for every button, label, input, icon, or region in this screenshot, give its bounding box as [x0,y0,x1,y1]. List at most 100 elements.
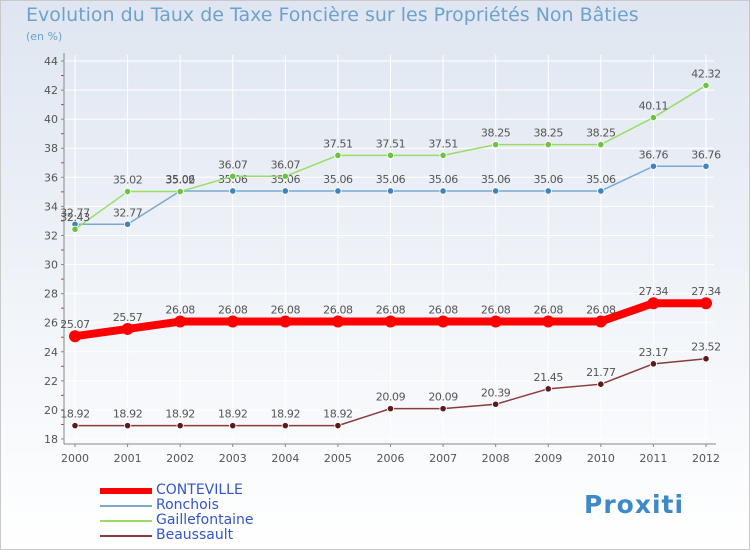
data-label-gaillefontaine-2000: 32.43 [60,211,90,224]
y-tick-label-42: 42 [44,84,58,97]
data-label-ronchois-2002: 35.06 [165,173,195,186]
data-point-gaillefontaine-2004 [281,172,289,180]
data-label-gaillefontaine-2009: 38.25 [534,127,564,140]
data-label-gaillefontaine-2011: 40.11 [639,100,669,113]
data-point-gaillefontaine-2011 [649,113,658,122]
data-point-ronchois-2003 [229,187,237,195]
data-label-beaussault-2000: 18.92 [60,408,90,421]
data-label-beaussault-2002: 18.92 [165,408,195,421]
data-label-conteville-2007: 26.08 [428,304,458,317]
data-point-gaillefontaine-2001 [123,187,132,196]
data-point-conteville-2006 [384,315,397,328]
data-label-conteville-2008: 26.08 [481,304,511,317]
data-point-gaillefontaine-2010 [597,140,605,149]
data-point-ronchois-2004 [281,187,289,195]
data-point-gaillefontaine-2005 [334,151,342,159]
data-point-ronchois-2009 [544,187,552,195]
legend-label-gaillefontaine: Gaillefontaine [156,512,254,528]
data-label-gaillefontaine-2010: 38.25 [586,127,616,140]
chart-subtitle: (en %) [26,30,63,43]
logo-text: Proxiti [584,490,685,519]
data-label-conteville-2001: 25.57 [113,311,143,324]
legend-swatch-beaussault [100,535,152,537]
legend-swatch-conteville [100,488,152,494]
data-label-conteville-2006: 26.08 [376,304,406,317]
y-tick-label-18: 18 [44,433,58,446]
y-tick-label-38: 38 [44,142,58,155]
data-point-beaussault-2011 [649,360,658,368]
data-point-ronchois-2005 [334,187,342,195]
proxiti-logo: Proxiti [584,490,684,519]
x-tick-label-2003: 2003 [219,452,247,465]
data-label-ronchois-2010: 35.06 [586,173,616,186]
y-tick-label-40: 40 [44,113,58,126]
x-tick-label-2002: 2002 [166,452,194,465]
data-point-beaussault-2009 [544,385,552,393]
x-tick-label-2001: 2001 [114,452,142,465]
x-tick-label-2006: 2006 [377,452,405,465]
data-label-beaussault-2010: 21.77 [586,366,616,379]
data-label-gaillefontaine-2004: 36.07 [271,158,301,171]
data-point-conteville-2012 [700,297,712,310]
data-label-conteville-2004: 26.08 [271,304,301,317]
data-label-beaussault-2001: 18.92 [113,408,143,421]
data-label-gaillefontaine-2008: 38.25 [481,127,511,140]
data-point-ronchois-2012 [702,162,710,170]
y-tick-label-22: 22 [44,375,58,388]
data-point-ronchois-2011 [649,162,658,170]
data-label-conteville-2009: 26.08 [534,304,564,317]
data-label-conteville-2000: 25.07 [60,318,90,331]
x-tick-label-2012: 2012 [692,452,720,465]
data-label-beaussault-2003: 18.92 [218,408,248,421]
data-label-gaillefontaine-2007: 37.51 [428,137,458,150]
data-label-gaillefontaine-2006: 37.51 [376,137,406,150]
data-label-beaussault-2004: 18.92 [271,408,301,421]
data-point-beaussault-2008 [492,400,500,408]
data-point-gaillefontaine-2006 [386,151,395,159]
data-point-gaillefontaine-2007 [439,151,447,159]
data-label-beaussault-2005: 18.92 [323,408,353,421]
legend-label-conteville: CONTEVILLE [156,482,243,498]
data-point-gaillefontaine-2008 [492,140,500,149]
data-label-ronchois-2005: 35.06 [323,173,353,186]
data-point-ronchois-2006 [386,187,395,195]
x-tick-label-2010: 2010 [587,452,615,465]
y-tick-label-28: 28 [44,288,58,301]
data-point-ronchois-2008 [492,187,500,195]
data-point-conteville-2008 [489,315,502,328]
data-point-beaussault-2007 [439,405,447,413]
data-point-conteville-2007 [437,315,450,328]
data-label-beaussault-2007: 20.09 [428,391,458,404]
y-tick-label-32: 32 [44,229,58,242]
data-label-conteville-2003: 26.08 [218,304,248,317]
data-point-ronchois-2007 [439,187,447,195]
data-point-beaussault-2003 [229,422,237,430]
data-point-conteville-2000 [69,330,81,343]
data-point-beaussault-2002 [176,422,184,430]
data-point-gaillefontaine-2000 [71,225,79,233]
data-label-ronchois-2008: 35.06 [481,173,511,186]
data-point-beaussault-2010 [597,380,605,388]
y-tick-label-34: 34 [44,200,58,213]
data-point-ronchois-2010 [597,187,605,195]
x-tick-label-2005: 2005 [324,452,352,465]
data-point-gaillefontaine-2002 [176,187,184,196]
data-label-beaussault-2008: 20.39 [481,386,511,399]
data-label-beaussault-2012: 23.52 [691,341,721,354]
data-label-beaussault-2009: 21.45 [534,371,564,384]
x-tick-label-2000: 2000 [61,452,89,465]
data-point-conteville-2010 [594,315,607,328]
data-point-beaussault-2001 [123,422,132,430]
data-label-beaussault-2006: 20.09 [376,391,406,404]
data-label-gaillefontaine-2002: 35.02 [165,174,195,187]
data-point-conteville-2009 [542,315,555,328]
data-point-beaussault-2005 [334,422,342,430]
data-point-beaussault-2012 [702,355,710,363]
y-tick-label-20: 20 [44,404,58,417]
legend-label-beaussault: Beaussault [156,527,234,543]
data-point-beaussault-2006 [386,405,395,413]
x-tick-label-2007: 2007 [429,452,457,465]
y-tick-label-30: 30 [44,259,58,272]
data-point-conteville-2005 [331,315,344,328]
